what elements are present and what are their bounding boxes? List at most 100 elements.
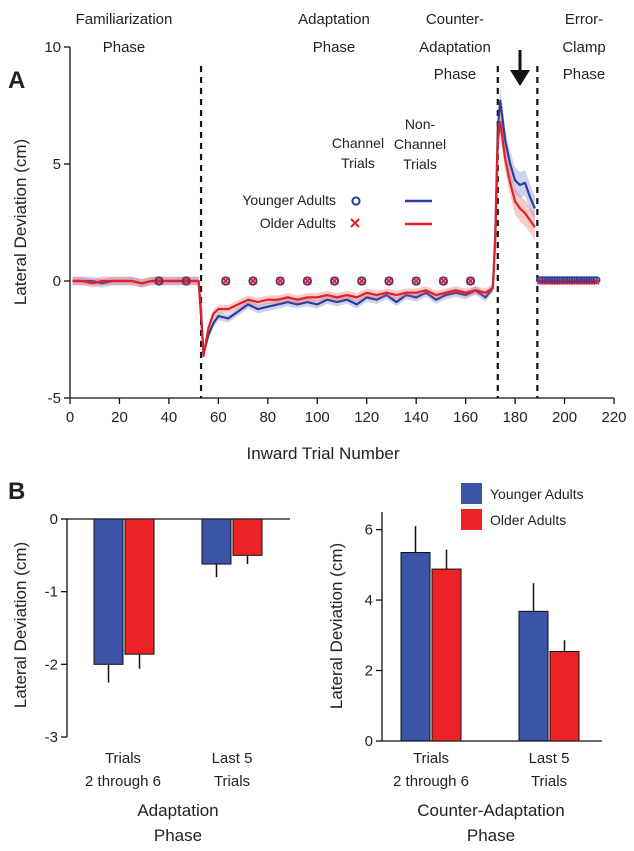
panel-b-left-y-tick-label: -1 bbox=[45, 584, 58, 601]
legend-older-label: Older Adults bbox=[260, 215, 336, 231]
svg-text:Channel: Channel bbox=[394, 136, 446, 152]
panel-b-left-y-tick-label: -3 bbox=[45, 729, 58, 746]
panel-a-x-tick-label: 0 bbox=[66, 409, 74, 426]
legend-b-older-label: Older Adults bbox=[490, 512, 566, 528]
panel-a-x-tick-label: 20 bbox=[111, 409, 128, 426]
panel-a-x-axis-label: Inward Trial Number bbox=[246, 444, 399, 463]
panel-b-right-bar-older bbox=[431, 568, 462, 742]
svg-text:Adaptation: Adaptation bbox=[419, 39, 491, 56]
panel-a-x-tick-label: 220 bbox=[601, 409, 626, 426]
channel-marker-younger bbox=[465, 276, 476, 286]
svg-text:Trials: Trials bbox=[214, 773, 250, 790]
svg-text:Phase: Phase bbox=[103, 39, 146, 56]
svg-text:Trials: Trials bbox=[531, 773, 567, 790]
panel-b-right-y-tick-label: 6 bbox=[365, 522, 373, 539]
channel-marker-younger bbox=[384, 276, 394, 286]
channel-marker-younger bbox=[411, 276, 421, 286]
svg-text:Phase: Phase bbox=[313, 39, 356, 56]
channel-marker-younger bbox=[221, 276, 231, 286]
svg-text:Error-: Error- bbox=[565, 11, 603, 28]
legend-younger-label: Younger Adults bbox=[242, 192, 336, 208]
panel-a-x-tick-label: 140 bbox=[404, 409, 429, 426]
channel-marker-older bbox=[412, 276, 421, 286]
panel-a-line-chart: A Familiarization Phase Adaptation Phase… bbox=[8, 11, 627, 463]
channel-marker-younger bbox=[275, 276, 285, 286]
down-arrow-icon bbox=[510, 50, 530, 86]
phase-counter-adaptation: Counter- Adaptation Phase bbox=[419, 11, 491, 83]
channel-marker-older bbox=[384, 276, 394, 286]
phase-error-clamp: Error- Clamp Phase bbox=[562, 11, 605, 83]
panel-a-x-tick-label: 60 bbox=[210, 409, 227, 426]
panel-b-left-bar-younger bbox=[201, 518, 232, 565]
panel-b-legend: Younger Adults Older Adults bbox=[461, 483, 584, 530]
svg-text:Non-: Non- bbox=[405, 116, 436, 132]
panel-b-left-y-tick-label: 0 bbox=[50, 511, 58, 528]
phase-familiarization: Familiarization Phase bbox=[76, 11, 173, 56]
svg-text:2 through 6: 2 through 6 bbox=[393, 773, 469, 790]
svg-text:Last 5: Last 5 bbox=[212, 750, 253, 767]
svg-text:Phase: Phase bbox=[467, 826, 515, 845]
channel-marker-younger bbox=[302, 276, 312, 286]
svg-text:Counter-Adaptation: Counter-Adaptation bbox=[417, 801, 564, 820]
panel-a-y-tick-label: 5 bbox=[53, 156, 61, 173]
panel-b-left-x-axis-label: Adaptation Phase bbox=[137, 801, 218, 845]
legend-older-swatch bbox=[461, 509, 482, 530]
svg-text:Adaptation: Adaptation bbox=[137, 801, 218, 820]
channel-marker-younger bbox=[181, 276, 191, 286]
channel-marker-younger bbox=[329, 276, 340, 286]
panel-b-right-y-tick-label: 0 bbox=[365, 733, 373, 750]
panel-a-x-tick-label: 120 bbox=[354, 409, 379, 426]
svg-text:Adaptation: Adaptation bbox=[298, 11, 370, 28]
panel-a-x-tick-label: 180 bbox=[503, 409, 528, 426]
panel-label-b: B bbox=[8, 478, 25, 505]
legend-younger-circle-marker bbox=[351, 196, 361, 206]
svg-text:Channel: Channel bbox=[332, 135, 384, 151]
svg-text:2 through 6: 2 through 6 bbox=[85, 773, 161, 790]
phase-adaptation: Adaptation Phase bbox=[298, 11, 370, 56]
svg-text:Phase: Phase bbox=[434, 66, 477, 83]
panel-b-right-y-tick-label: 2 bbox=[365, 663, 373, 680]
panel-a-x-tick-label: 160 bbox=[453, 409, 478, 426]
panel-a-legend: Channel Trials Non- Channel Trials Young… bbox=[242, 116, 446, 231]
panel-b-right-bar-older bbox=[549, 651, 580, 742]
svg-text:Counter-: Counter- bbox=[426, 11, 484, 28]
legend-b-younger-label: Younger Adults bbox=[490, 486, 584, 502]
panel-b-left-bar-older bbox=[124, 518, 155, 655]
svg-text:Trials: Trials bbox=[413, 750, 449, 767]
svg-text:Last 5: Last 5 bbox=[529, 750, 570, 767]
legend-younger-swatch bbox=[461, 483, 482, 504]
panel-b-right-y-axis-label: Lateral Deviation (cm) bbox=[327, 543, 346, 709]
panel-b-left-y-axis-label: Lateral Deviation (cm) bbox=[11, 542, 30, 708]
svg-text:Familiarization: Familiarization bbox=[76, 11, 173, 28]
svg-text:Trials: Trials bbox=[341, 155, 375, 171]
svg-text:Phase: Phase bbox=[563, 66, 606, 83]
channel-marker-older bbox=[303, 276, 312, 286]
panel-b-left-y-tick-label: -2 bbox=[45, 656, 58, 673]
panel-b-left-categories: Trials 2 through 6 Last 5 Trials bbox=[85, 750, 252, 790]
panel-b-left-plot-area: 0 -1 -2 -3 bbox=[45, 511, 290, 746]
series-line-older bbox=[72, 120, 536, 357]
channel-marker-younger bbox=[248, 276, 258, 286]
panel-b-bar-charts: B 0 -1 -2 -3 Lateral Deviation (cm) Trials … bbox=[8, 478, 602, 845]
panel-b-right-x-axis-label: Counter-Adaptation Phase bbox=[417, 801, 564, 845]
svg-text:Phase: Phase bbox=[154, 826, 202, 845]
panel-a-y-tick-label: 0 bbox=[53, 273, 61, 290]
error-clamp-marker-younger bbox=[592, 276, 601, 284]
panel-a-x-tick-label: 80 bbox=[259, 409, 276, 426]
channel-marker-younger bbox=[154, 276, 164, 286]
panel-b-right-bar-younger bbox=[400, 552, 431, 742]
channel-marker-older bbox=[330, 276, 339, 286]
channel-marker-older bbox=[466, 276, 475, 286]
channel-marker-older bbox=[357, 276, 366, 286]
channel-marker-older bbox=[248, 276, 258, 286]
panel-b-right-bar-younger bbox=[518, 610, 549, 742]
panel-b-right-categories: Trials 2 through 6 Last 5 Trials bbox=[393, 750, 569, 790]
panel-a-x-tick-label: 40 bbox=[161, 409, 178, 426]
panel-a-x-tick-label: 100 bbox=[305, 409, 330, 426]
channel-marker-older bbox=[182, 276, 191, 286]
legend-older-cross-marker bbox=[350, 218, 360, 228]
channel-marker-older bbox=[276, 276, 285, 286]
panel-b-left-bar-younger bbox=[93, 518, 124, 665]
